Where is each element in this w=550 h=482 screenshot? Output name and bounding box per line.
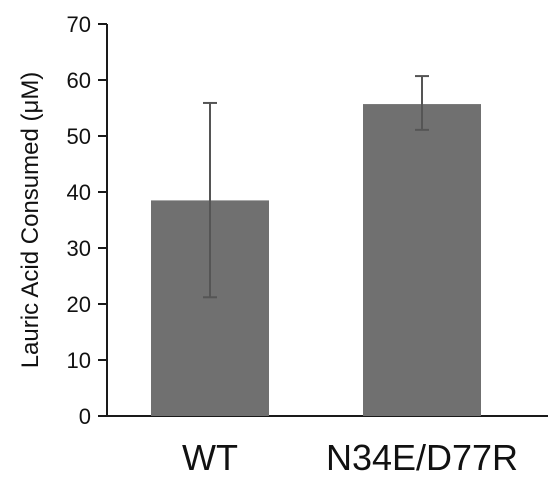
- x-category-label: N34E/D77R: [326, 437, 518, 478]
- y-tick-label: 20: [67, 292, 91, 317]
- y-tick-label: 50: [67, 124, 91, 149]
- y-tick-label: 10: [67, 348, 91, 373]
- y-tick-label: 40: [67, 180, 91, 205]
- bars: [151, 104, 481, 416]
- error-bars: [203, 75, 429, 299]
- y-tick-label: 70: [67, 12, 91, 37]
- x-category-label: WT: [182, 437, 238, 478]
- y-tick-label: 30: [67, 236, 91, 261]
- y-tick-label: 60: [67, 68, 91, 93]
- y-ticks: 0 10 20 30 40 50 60 70: [67, 12, 107, 429]
- category-labels: WT N34E/D77R: [182, 437, 518, 478]
- y-axis-title: Lauric Acid Consumed (μM): [17, 72, 44, 369]
- y-tick-label: 0: [79, 404, 91, 429]
- bar-1: [363, 104, 481, 416]
